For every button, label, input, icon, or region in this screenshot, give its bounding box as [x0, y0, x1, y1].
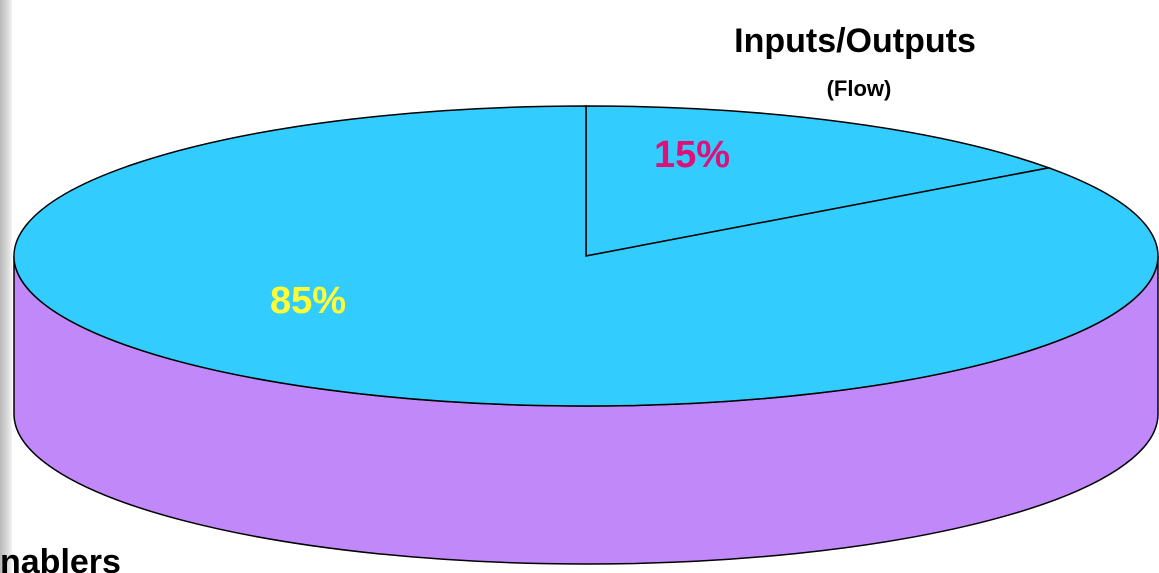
- category-label-inputs-outputs: Inputs/Outputs: [734, 22, 976, 60]
- pie-slice-inputs-outputs: [585, 105, 1052, 257]
- pie-layer: [13, 105, 1159, 565]
- category-label-enablers: nablers: [0, 543, 121, 573]
- left-margin-strip: [0, 0, 12, 573]
- data-label-15: 15%: [654, 134, 730, 176]
- category-sublabel-flow: (Flow): [827, 76, 892, 101]
- data-label-85: 85%: [270, 280, 346, 322]
- pie-slice-enablers: [13, 105, 1159, 407]
